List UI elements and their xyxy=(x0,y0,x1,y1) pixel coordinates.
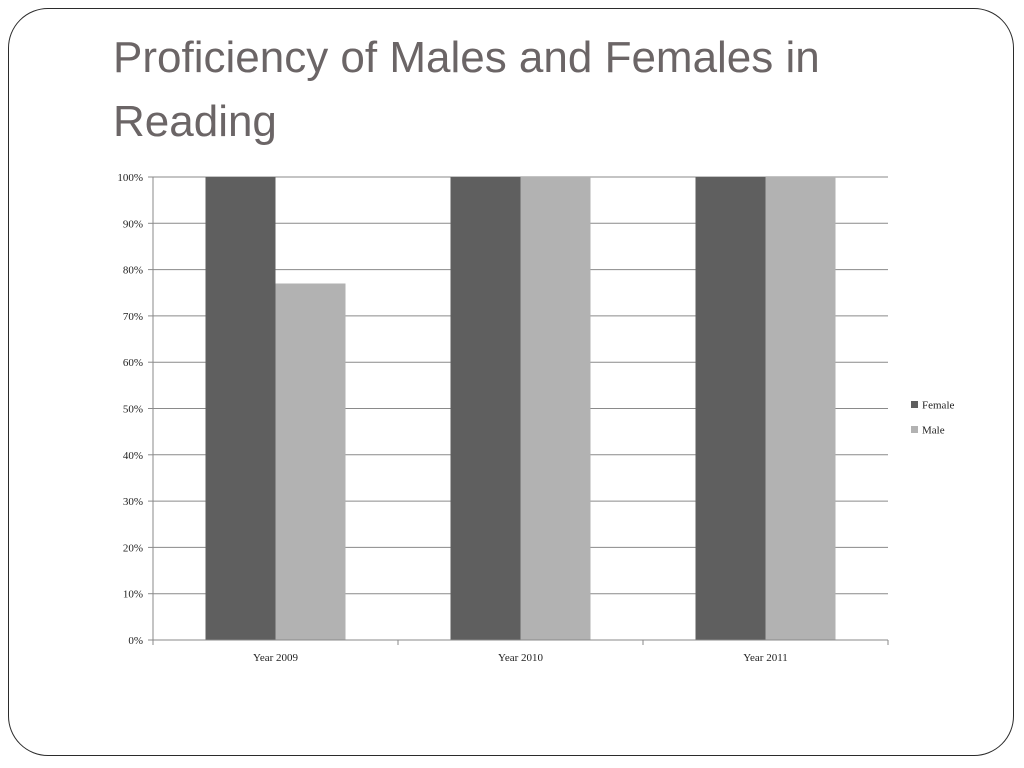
bar-male-3 xyxy=(765,177,836,640)
y-tick-label: 40% xyxy=(123,450,143,462)
bar-female-1 xyxy=(205,177,276,640)
bar-male-1 xyxy=(275,283,346,640)
bar-female-3 xyxy=(695,177,766,640)
bars xyxy=(205,177,836,640)
y-tick-label: 50% xyxy=(123,404,143,416)
legend-label-female: Female xyxy=(922,400,954,412)
x-tick-label: Year 2011 xyxy=(743,652,788,664)
y-tick-label: 30% xyxy=(123,496,143,508)
y-tick-label: 20% xyxy=(123,542,143,554)
legend-swatch-female xyxy=(911,401,918,408)
legend: Female Male xyxy=(911,400,954,437)
x-tick-label: Year 2009 xyxy=(253,652,299,664)
y-tick-label: 70% xyxy=(123,311,143,323)
y-tick-label: 10% xyxy=(123,589,143,601)
bar-male-2 xyxy=(520,177,591,640)
y-tick-label: 90% xyxy=(123,218,143,230)
y-tick-label: 60% xyxy=(123,357,143,369)
y-tick-label: 80% xyxy=(123,265,143,277)
y-tick-label: 0% xyxy=(128,635,143,647)
axes: 0% 10% 20% 30% 40% 50% 60% 70% 80% 90% 100% Year 20… xyxy=(117,172,889,664)
legend-swatch-male xyxy=(911,426,918,433)
x-tick-label: Year 2010 xyxy=(498,652,544,664)
bar-female-2 xyxy=(450,177,521,640)
slide-title: Proficiency of Males and Females in Read… xyxy=(113,33,820,146)
y-tick-label: 100% xyxy=(117,172,143,184)
legend-label-male: Male xyxy=(922,425,945,437)
